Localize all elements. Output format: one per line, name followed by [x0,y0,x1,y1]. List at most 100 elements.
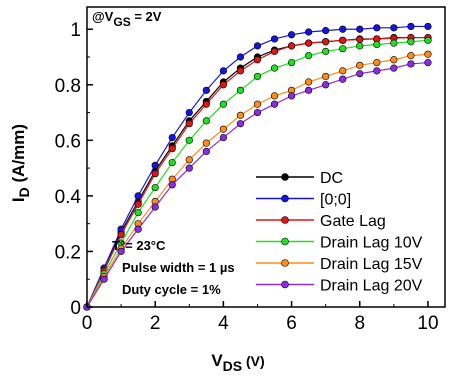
data-point [322,38,330,46]
legend-label: Drain Lag 15V [320,256,423,273]
y-tick-label: 0 [70,298,81,319]
y-tick-label: 0.4 [55,187,82,208]
x-axis-title: VDS (V) [211,351,264,374]
legend-marker [281,280,289,289]
data-point [390,64,398,72]
data-point [253,72,262,81]
pulse-width-annotation: Pulse width = 1 µs [122,260,235,275]
data-point [202,86,210,94]
data-point [305,28,313,36]
data-point [424,50,432,58]
data-point [219,133,227,142]
legend-item: [0;0] [256,192,351,209]
data-point [253,100,262,108]
data-point [236,86,245,94]
data-point [236,111,245,119]
series-2 [83,33,432,311]
x-tick-label: 0 [82,313,93,334]
plot-frame [86,6,446,308]
data-point [322,72,330,81]
data-point [100,275,108,283]
data-point [390,39,398,47]
y-tick-label: 0.6 [55,131,81,152]
axes: 0 2 4 6 8 10 0 0.2 0.4 0.6 0.8 1 [55,6,446,334]
series-5 [83,58,432,311]
legend-marker [281,259,289,267]
data-point [270,92,279,100]
data-point [168,158,176,167]
data-point [424,22,432,31]
data-point [305,39,313,47]
y-tick-label: 0.2 [55,242,81,263]
temperature-annotation: T°= 23°C [112,238,166,253]
data-point [134,225,142,233]
data-point [236,120,245,128]
vgs-suffix: = 2V [131,9,162,24]
data-point [356,61,364,69]
legend-marker [281,216,289,224]
data-point [202,100,210,108]
data-point [185,136,193,144]
data-point [236,67,245,75]
data-point [424,58,432,67]
x-tick-label: 8 [354,313,365,334]
data-point [270,64,279,72]
x-tick-label: 10 [417,313,438,334]
data-point [185,164,193,172]
data-point [168,133,176,142]
y-axis-title-sub: D [16,187,32,197]
data-point [219,125,227,133]
y-axis-title: ID (A/mm) [9,124,32,202]
data-point [322,27,330,35]
legend-label: Drain Lag 20V [320,278,423,295]
vgs-sub: GS [113,15,130,29]
legend-marker [281,237,289,246]
data-point [287,58,296,67]
y-axis-title-main: I [9,197,28,202]
data-point [407,52,415,60]
data-point [305,52,313,60]
data-point [219,81,227,89]
legend-marker [281,173,289,181]
data-point [202,147,210,156]
data-point [373,58,381,67]
legend-item: Drain Lag 15V [256,256,423,273]
legend-label: Gate Lag [320,213,386,230]
data-point [373,24,381,32]
data-point [219,67,227,75]
data-point [390,56,398,64]
data-point [253,108,262,117]
y-tick-label: 1 [70,20,81,41]
data-point [339,67,347,75]
data-point [356,25,364,33]
data-point [151,161,159,169]
x-axis-title-main: V [211,351,223,370]
data-point [356,35,364,44]
data-point [253,56,262,64]
data-point [168,181,176,189]
data-point [424,36,432,44]
data-point [270,35,279,43]
duty-cycle-annotation: Duty cycle = 1% [122,282,221,297]
data-point [168,145,176,153]
data-point [305,78,313,86]
legend-item: Gate Lag [256,213,386,230]
data-point [151,183,159,192]
data-point [339,45,347,53]
vgs-prefix: @V [92,9,114,24]
data-point [407,60,415,68]
legend-marker [281,194,289,203]
series-1 [83,22,432,311]
legend-label: Drain Lag 10V [320,235,423,252]
data-point [356,70,364,78]
legend-item: DC [256,170,343,187]
vgs-annotation: @VGS = 2V [92,9,162,29]
data-point [253,42,262,50]
data-point [287,92,296,100]
data-point [270,47,279,56]
data-point [236,53,245,61]
data-point [270,100,279,108]
data-point [151,170,159,178]
data-point [339,25,347,33]
